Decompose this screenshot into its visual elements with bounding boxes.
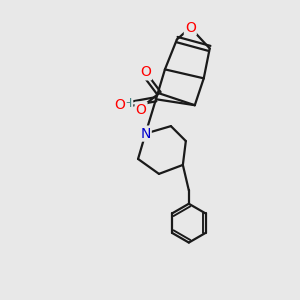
Text: O: O [115,98,126,112]
Text: O: O [185,21,196,34]
Text: H: H [123,97,132,110]
Text: O: O [140,65,151,80]
Text: O: O [136,103,146,117]
Text: N: N [140,127,151,141]
